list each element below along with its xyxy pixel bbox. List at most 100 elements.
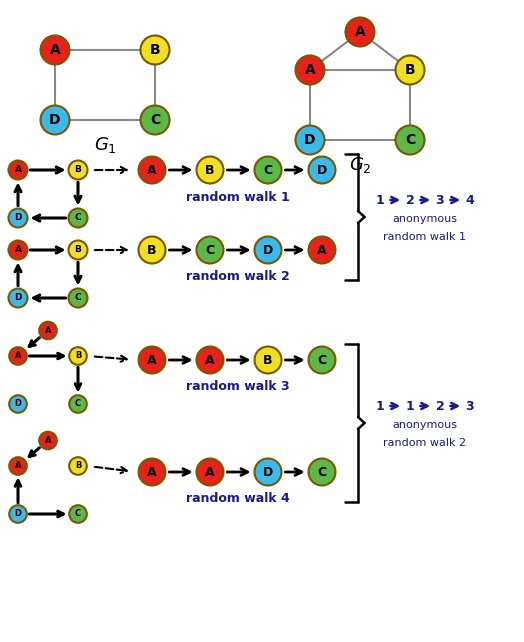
Text: 3: 3 xyxy=(466,399,474,413)
Text: A: A xyxy=(45,436,51,445)
Text: A: A xyxy=(50,43,60,57)
Text: D: D xyxy=(317,164,327,177)
Circle shape xyxy=(39,431,57,449)
Circle shape xyxy=(40,35,70,64)
Text: random walk 3: random walk 3 xyxy=(186,381,290,394)
Text: C: C xyxy=(75,293,81,302)
Text: A: A xyxy=(205,354,215,367)
Text: A: A xyxy=(15,166,21,175)
Text: D: D xyxy=(15,399,21,408)
Circle shape xyxy=(9,505,27,523)
Circle shape xyxy=(69,209,88,227)
Text: A: A xyxy=(205,465,215,478)
Text: B: B xyxy=(74,245,81,254)
Circle shape xyxy=(296,55,324,85)
Text: B: B xyxy=(263,354,273,367)
Text: A: A xyxy=(355,25,365,39)
Circle shape xyxy=(8,241,27,259)
Circle shape xyxy=(296,125,324,155)
Text: B: B xyxy=(150,43,160,57)
Text: C: C xyxy=(75,399,81,408)
Text: A: A xyxy=(147,354,157,367)
Text: A: A xyxy=(147,164,157,177)
Text: C: C xyxy=(264,164,272,177)
Text: $G_1$: $G_1$ xyxy=(94,135,116,155)
Circle shape xyxy=(8,160,27,180)
Circle shape xyxy=(138,157,166,184)
Circle shape xyxy=(140,35,169,64)
Circle shape xyxy=(309,458,335,485)
Circle shape xyxy=(255,236,281,263)
Text: 2: 2 xyxy=(406,193,414,207)
Circle shape xyxy=(255,347,281,374)
Text: D: D xyxy=(263,465,273,478)
Text: C: C xyxy=(405,133,415,147)
Circle shape xyxy=(69,288,88,308)
Circle shape xyxy=(396,55,424,85)
Circle shape xyxy=(69,241,88,259)
Circle shape xyxy=(255,458,281,485)
Text: B: B xyxy=(75,462,81,471)
Circle shape xyxy=(196,458,224,485)
Circle shape xyxy=(8,209,27,227)
Circle shape xyxy=(69,457,87,475)
Circle shape xyxy=(69,395,87,413)
Text: D: D xyxy=(263,243,273,257)
Text: random walk 4: random walk 4 xyxy=(186,492,290,505)
Circle shape xyxy=(9,347,27,365)
Circle shape xyxy=(309,347,335,374)
Circle shape xyxy=(396,125,424,155)
Text: random walk 2: random walk 2 xyxy=(384,438,466,448)
Circle shape xyxy=(40,105,70,135)
Text: D: D xyxy=(15,510,21,519)
Circle shape xyxy=(138,236,166,263)
Circle shape xyxy=(69,347,87,365)
Circle shape xyxy=(196,157,224,184)
Text: 2: 2 xyxy=(435,399,444,413)
Text: A: A xyxy=(147,465,157,478)
Text: D: D xyxy=(49,113,61,127)
Circle shape xyxy=(138,347,166,374)
Text: A: A xyxy=(45,326,51,335)
Circle shape xyxy=(8,288,27,308)
Circle shape xyxy=(255,157,281,184)
Text: D: D xyxy=(304,133,316,147)
Text: random walk 1: random walk 1 xyxy=(186,191,290,204)
Text: C: C xyxy=(75,510,81,519)
Circle shape xyxy=(69,160,88,180)
Text: C: C xyxy=(318,465,326,478)
Circle shape xyxy=(196,347,224,374)
Text: C: C xyxy=(318,354,326,367)
Circle shape xyxy=(138,458,166,485)
Text: $G_2$: $G_2$ xyxy=(348,155,372,175)
Text: B: B xyxy=(405,63,416,77)
Text: C: C xyxy=(205,243,214,257)
Text: C: C xyxy=(75,214,81,223)
Text: D: D xyxy=(14,214,22,223)
Circle shape xyxy=(39,322,57,340)
Text: B: B xyxy=(205,164,215,177)
Circle shape xyxy=(69,505,87,523)
Text: 3: 3 xyxy=(435,193,444,207)
Circle shape xyxy=(196,236,224,263)
Circle shape xyxy=(309,157,335,184)
Text: A: A xyxy=(15,245,21,254)
Text: A: A xyxy=(304,63,315,77)
Text: D: D xyxy=(14,293,22,302)
Text: C: C xyxy=(150,113,160,127)
Text: random walk 1: random walk 1 xyxy=(384,232,466,242)
Text: 1: 1 xyxy=(376,193,385,207)
Text: random walk 2: random walk 2 xyxy=(186,270,290,284)
Text: anonymous: anonymous xyxy=(392,214,457,224)
Circle shape xyxy=(140,105,169,135)
Text: 4: 4 xyxy=(466,193,474,207)
Circle shape xyxy=(345,17,375,46)
Text: B: B xyxy=(74,166,81,175)
Circle shape xyxy=(309,236,335,263)
Text: anonymous: anonymous xyxy=(392,420,457,430)
Circle shape xyxy=(9,395,27,413)
Text: A: A xyxy=(317,243,327,257)
Text: 1: 1 xyxy=(406,399,414,413)
Text: 1: 1 xyxy=(376,399,385,413)
Text: B: B xyxy=(147,243,157,257)
